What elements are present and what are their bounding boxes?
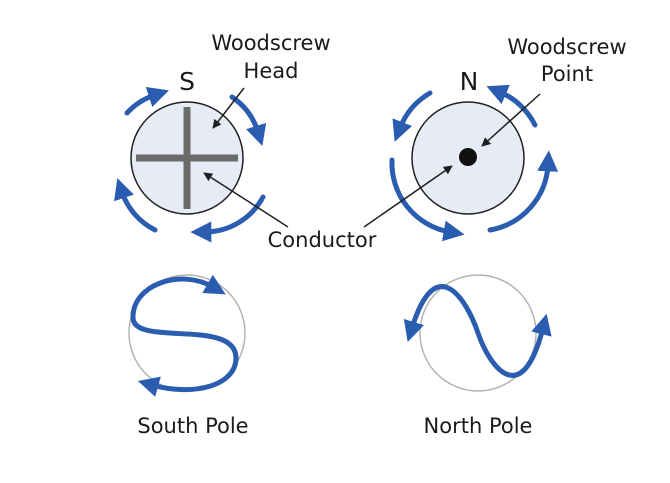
screw-head-cross-icon [136,107,238,209]
woodscrew-head-label-line1: Woodscrew [211,31,330,55]
south-pole-label: South Pole [137,414,248,438]
conductor-pointer-left [203,172,289,228]
woodscrew-head-callout: Woodscrew Head [211,31,331,129]
south-pole-s-curve-icon [130,274,239,397]
south-pole-symbol [128,274,246,397]
conductor-pointer-right [363,165,453,228]
woodscrew-point-pointer [481,93,541,147]
field-arrow-top-right [486,84,538,128]
south-field-arrows [114,86,267,243]
field-arrow-top-left [392,90,433,142]
conductor-label: Conductor [268,228,377,252]
woodscrew-head-pointer [212,87,245,129]
field-arrow-bottom-right [190,194,266,243]
north-field-arrows [389,84,559,242]
north-conductor-view: N [389,67,559,242]
south-conductor-view: S [114,67,267,243]
field-arrow-top-left [124,86,169,116]
field-arrow-bottom-right [487,150,559,233]
woodscrew-head-label-line2: Head [244,59,299,83]
woodscrew-point-callout: Woodscrew Point [481,35,627,147]
south-letter: S [179,67,195,96]
north-pole-symbol [403,274,552,392]
field-arrow-bottom-left [114,178,158,233]
conductor-callout: Conductor [203,165,453,252]
north-pole-n-curve-icon [403,284,552,378]
north-pole-label: North Pole [424,414,533,438]
woodscrew-point-label-line1: Woodscrew [507,35,626,59]
north-letter: N [460,67,479,96]
field-arrow-bottom-left [389,157,465,242]
screw-point-dot-icon [459,148,477,166]
woodscrew-point-label-line2: Point [541,62,593,86]
field-arrow-top-right [229,94,267,147]
